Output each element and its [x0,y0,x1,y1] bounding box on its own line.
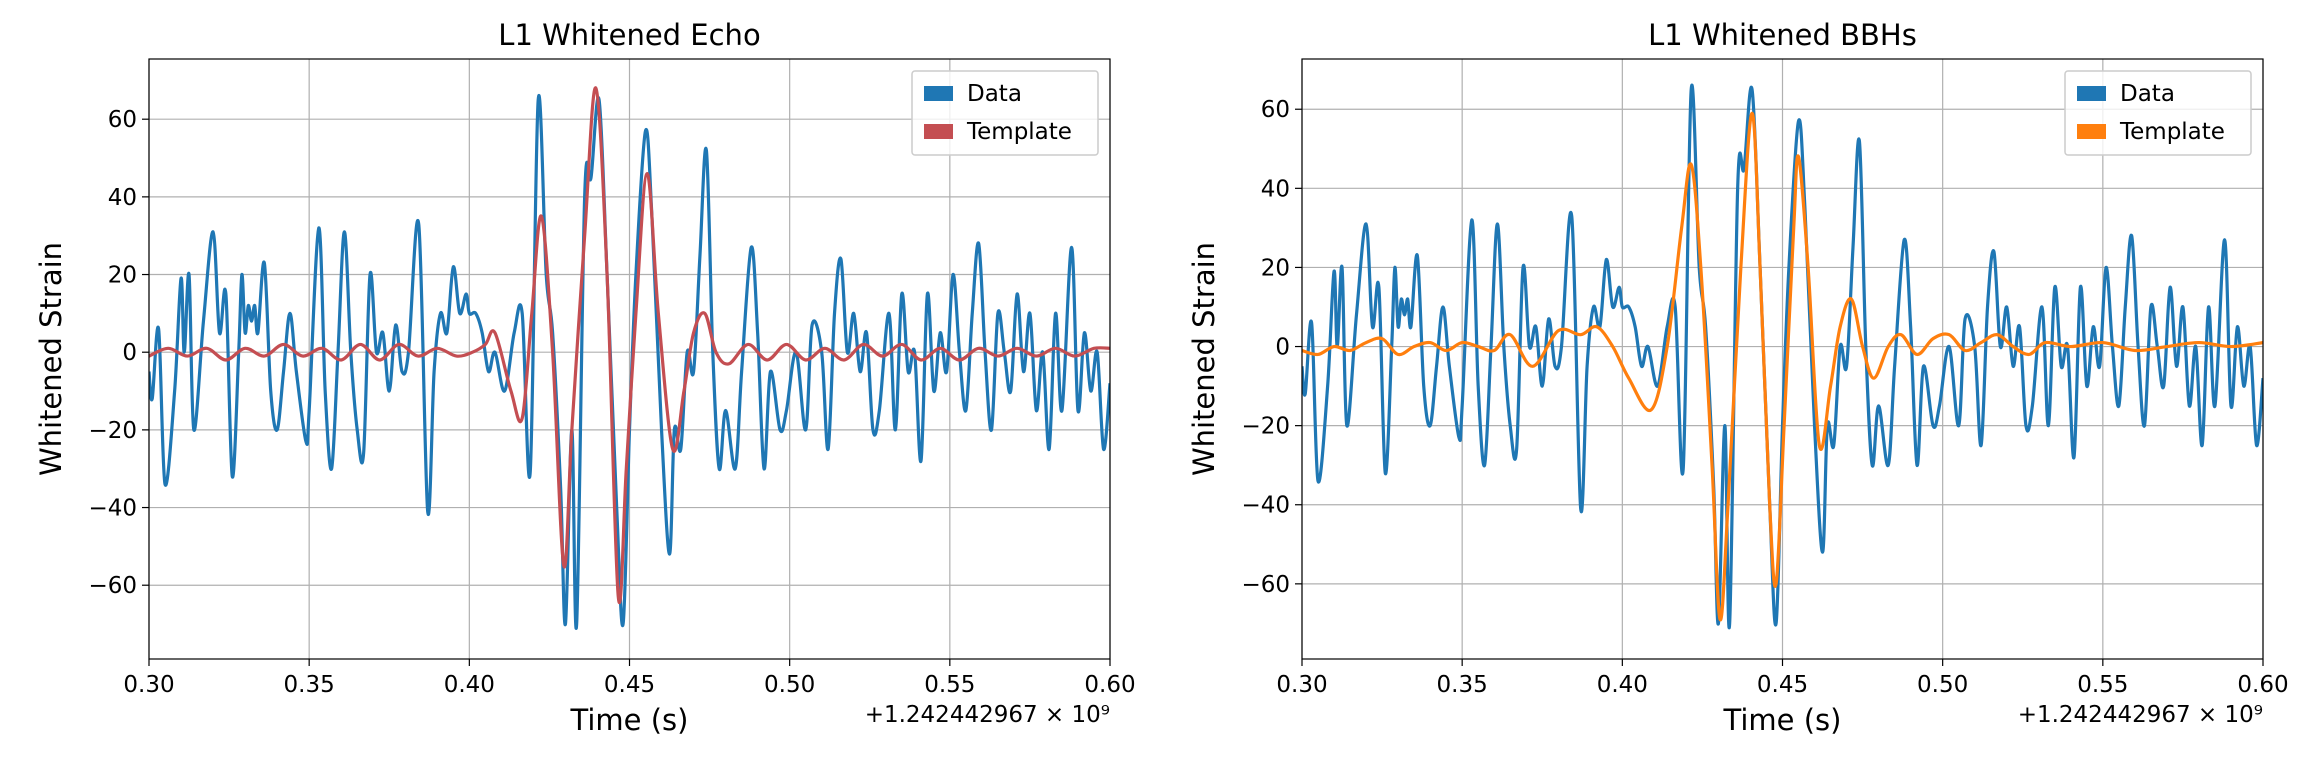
y-axis-label: Whitened Strain [1187,242,1221,476]
x-offset-label: +1.242442967 × 10⁹ [865,702,1110,728]
series-line [149,86,1110,605]
x-tick-label: 0.30 [1276,672,1327,698]
y-tick-label: 60 [108,107,137,133]
y-tick-label: −40 [88,496,137,522]
subplot: 0.30 0.35 0.40 0.45 0.50 0.55 0.60 −60 −40 −20 0 20… [1187,18,2289,737]
x-tick-label: 0.40 [1597,672,1648,698]
y-tick-label: 0 [122,340,137,366]
axes-frame [148,58,1111,660]
legend-label: Data [2120,81,2175,107]
y-tick-label: 40 [108,185,137,211]
x-tick-label: 0.35 [1437,672,1488,698]
axes-frame [1301,58,2264,660]
y-tick-label: 20 [1261,255,1290,281]
x-tick-label: 0.55 [924,672,975,698]
legend-swatch [924,86,953,101]
legend-swatch [2077,86,2106,101]
x-tick-label: 0.45 [1757,672,1808,698]
subplot: 0.30 0.35 0.40 0.45 0.50 0.55 0.60 −60 −40 −20 0 20… [34,18,1136,737]
y-tick-label: 20 [108,263,137,289]
y-tick-label: −60 [88,573,137,599]
y-tick-label: 60 [1261,97,1290,123]
x-tick-label: 0.35 [284,672,335,698]
y-axis-label: Whitened Strain [34,242,68,476]
x-tick-label: 0.60 [2237,672,2288,698]
x-tick-label: 0.50 [764,672,815,698]
legend-swatch [924,124,953,139]
x-tick-label: 0.60 [1084,672,1135,698]
x-tick-label: 0.45 [604,672,655,698]
x-axis-label: Time (s) [1723,703,1842,737]
x-tick-label: 0.40 [444,672,495,698]
y-tick-label: 0 [1275,335,1290,361]
legend-box [2064,70,2252,156]
legend-label: Template [966,119,1072,145]
x-tick-label: 0.55 [2077,672,2128,698]
legend-box [911,70,1099,156]
x-tick-label: 0.50 [1917,672,1968,698]
legend-label: Data [967,81,1022,107]
x-axis-label: Time (s) [570,703,689,737]
series-line [1302,111,2263,622]
chart-title: L1 Whitened BBHs [1648,18,1917,52]
y-tick-label: −40 [1241,493,1290,519]
chart-title: L1 Whitened Echo [498,18,760,52]
legend-swatch [2077,124,2106,139]
y-tick-label: −60 [1241,572,1290,598]
x-tick-label: 0.30 [123,672,174,698]
x-offset-label: +1.242442967 × 10⁹ [2018,702,2263,728]
y-tick-label: −20 [88,418,137,444]
y-tick-label: −20 [1241,414,1290,440]
legend-label: Template [2119,119,2225,145]
y-tick-label: 40 [1261,176,1290,202]
